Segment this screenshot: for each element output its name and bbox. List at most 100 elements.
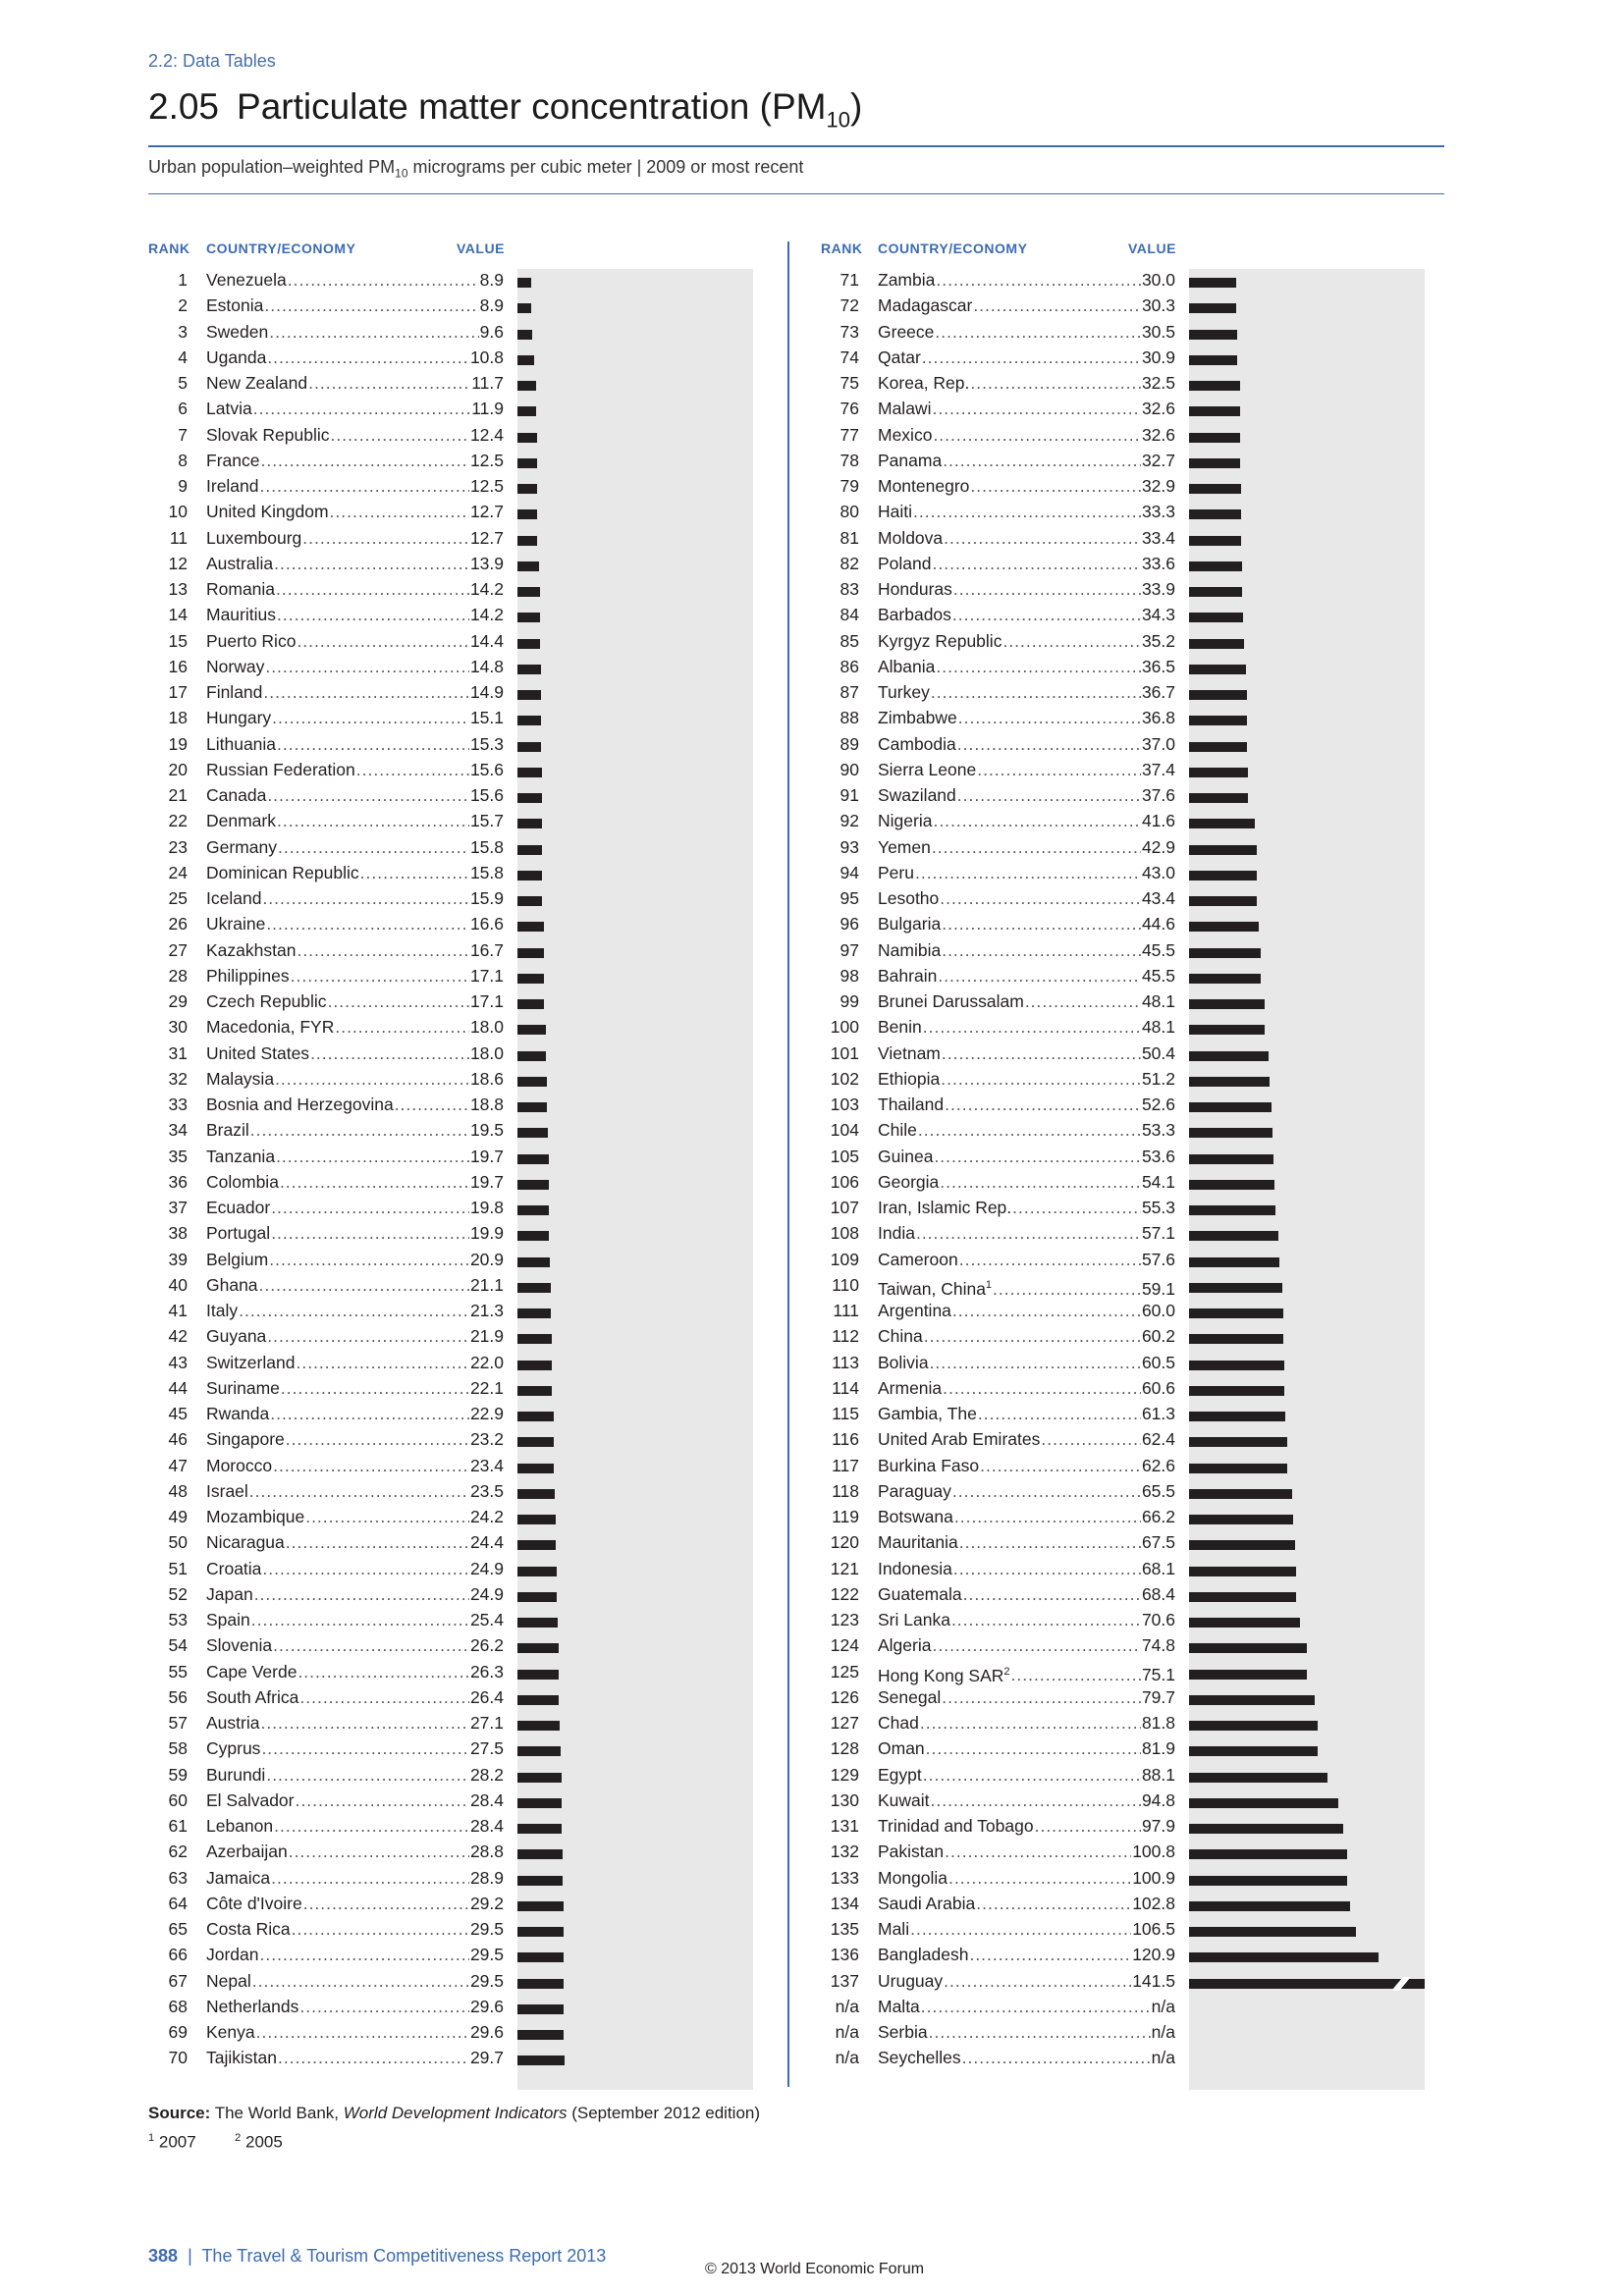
country-name: Mongolia [878,1865,947,1891]
country-cell: Ethiopia 51.2 [878,1066,1175,1092]
leader-dots [297,628,469,654]
rank-cell: 108 [830,1223,859,1244]
country-text: Tajikistan [206,2048,277,2068]
rank-cell: 59 [168,1764,188,1785]
value-cell: 15.7 [469,811,504,831]
country-name: United Kingdom [206,499,329,524]
country-name: Sri Lanka [878,1607,950,1632]
country-text: Indonesia [878,1558,952,1578]
leader-dots [922,345,1141,370]
country-cell: Malta n/a [878,1994,1175,2019]
country-text: Bulgaria [878,914,942,934]
value-bar [1189,947,1261,958]
country-text: Burundi [206,1764,266,1785]
right-country-header: COUNTRY/ECONOMY [878,240,1028,256]
value-bar [1189,1952,1380,1963]
country-cell: Nepal 29.5 [206,1968,504,1994]
value-cell: 11.7 [471,373,504,393]
value-bar [1189,1102,1272,1112]
country-text: Malawi [878,399,932,419]
rank-cell: 110 [832,1274,859,1295]
value-cell: 19.7 [469,1171,504,1192]
country-cell: Kenya 29.6 [206,2019,504,2045]
rank-cell: 12 [168,553,188,573]
country-cell: Portugal 19.9 [206,1220,504,1246]
value-cell: 100.8 [1132,1842,1175,1862]
country-text: Chile [878,1120,917,1141]
country-cell: Rwanda 22.9 [206,1401,504,1426]
value-cell: 97.9 [1141,1816,1175,1836]
value-cell: 21.9 [469,1326,504,1347]
leader-dots [952,1478,1141,1504]
country-cell: Canada 15.6 [206,782,504,808]
country-cell: Yemen 42.9 [878,834,1175,860]
leader-dots [942,937,1141,963]
value-bar [517,535,538,546]
country-name: Luxembourg [206,525,301,551]
value-bar [517,2056,565,2066]
value-bar [517,1849,564,1860]
rank-cell: 128 [830,1738,859,1759]
value-cell: 52.6 [1141,1095,1175,1114]
country-name: Kuwait [878,1788,930,1813]
value-bar [517,1308,552,1318]
country-name: Spain [206,1607,250,1632]
country-name: Denmark [206,808,276,833]
country-name: Paraguay [878,1478,951,1504]
country-cell: Kyrgyz Republic 35.2 [878,628,1175,654]
country-cell: Serbia n/a [878,2019,1175,2045]
value-bar [517,484,537,494]
value-bar [1189,613,1243,623]
country-cell: Gambia, The 61.3 [878,1401,1175,1426]
country-cell: Norway 14.8 [206,654,504,679]
country-text: Macedonia, FYR [206,1017,335,1038]
country-text: Paraguay [878,1480,951,1501]
country-name: Mali [878,1916,909,1942]
leader-dots [959,1247,1141,1272]
country-name: Lesotho [878,885,939,911]
country-cell: Malaysia 18.6 [206,1066,504,1092]
rank-cell: 73 [839,321,859,342]
country-text: Austria [206,1713,260,1733]
country-text: Bolivia [878,1352,929,1372]
country-cell: Montenegro 32.9 [878,473,1175,499]
left-bar-panel [517,269,753,2090]
value-bar [517,1282,551,1293]
country-name: Cambodia [878,731,956,757]
value-cell: 60.0 [1141,1301,1175,1320]
rank-cell: 135 [830,1919,859,1939]
value-bar [517,1669,560,1680]
value-bar [517,1179,549,1190]
value-bar [517,1591,557,1602]
country-name: Ecuador [206,1195,270,1220]
country-name: Dominican Republic [206,860,359,885]
value-bar [517,999,545,1009]
value-cell: 41.6 [1141,811,1175,831]
leader-dots [296,1350,468,1375]
country-cell: Ecuador 19.8 [206,1195,504,1220]
rank-cell: 5 [178,373,188,393]
country-text: Germany [206,836,277,857]
country-text: Colombia [206,1171,279,1192]
country-name: South Africa [206,1684,298,1710]
value-cell: 100.9 [1132,1867,1175,1888]
value-bar [1189,1205,1276,1215]
value-cell: 51.2 [1141,1068,1175,1089]
leader-dots [924,1323,1141,1349]
country-name: Brazil [206,1117,249,1143]
rank-cell: 118 [832,1480,859,1501]
rank-cell: 50 [168,1532,188,1553]
country-cell: Azerbaijan 28.8 [206,1839,504,1864]
value-cell: 14.8 [469,656,504,676]
country-name: Estonia [206,293,263,318]
country-cell: Vietnam 50.4 [878,1041,1175,1066]
country-text: Tanzania [206,1146,276,1166]
country-name: Seychelles [878,2045,961,2070]
rank-cell: 90 [839,759,859,779]
country-text: Haiti [878,502,913,522]
country-cell: Malawi 32.6 [878,396,1175,421]
leader-dots [969,1942,1131,1967]
title-close: ) [849,86,863,127]
rank-cell: 7 [178,424,188,445]
leader-dots [933,422,1141,448]
